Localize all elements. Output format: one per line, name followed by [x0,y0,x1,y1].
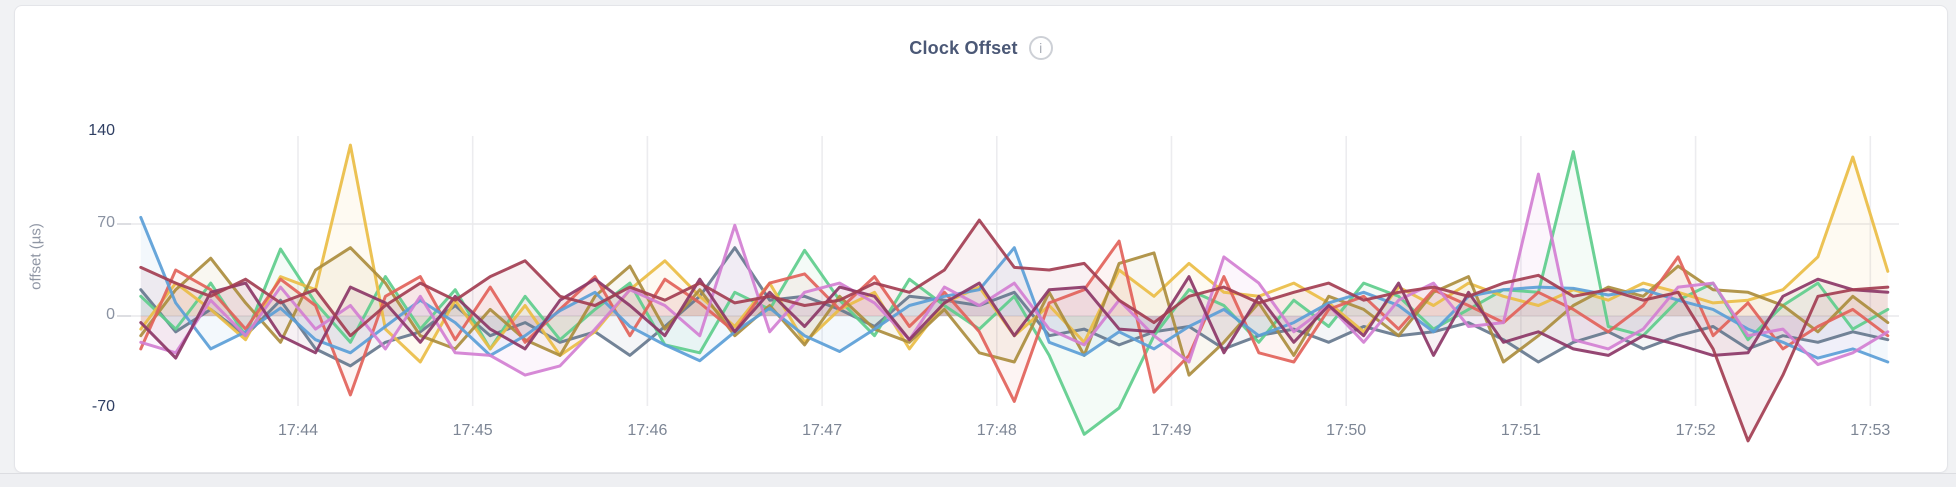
next-card-gap [0,473,1956,487]
series-lines [139,143,1890,443]
series-fill-node-blue [140,217,1888,362]
y-tick-label: -70 [91,398,115,415]
series-line-node-slate [139,246,1890,368]
plot-area[interactable] [15,6,1947,472]
series-fill-node-red [140,241,1888,402]
x-tick-label: 17:46 [627,422,668,439]
gridlines [117,136,1899,406]
series-line-node-maroon [139,218,1890,443]
x-tick-label: 17:50 [1326,422,1367,439]
series-line-node-red [139,239,1890,403]
x-tick-label: 17:49 [1151,422,1192,439]
series-line-node-orchid [139,172,1890,377]
x-tick-label: 17:44 [277,422,319,439]
x-tick-label: 17:45 [452,422,493,439]
info-icon[interactable]: i [1028,36,1053,60]
chart-title: Clock Offset [909,37,1018,58]
y-tick-label: 140 [88,122,115,139]
x-tick-label: 17:52 [1675,422,1716,439]
x-tick-label: 17:48 [976,422,1017,439]
y-tick-label: 70 [97,214,115,231]
chart-card: Clock Offset i offset (µs) 17:44 17:45 17:… [14,5,1948,473]
x-tick-label: 17:53 [1850,422,1891,439]
x-tick-label: 17:47 [802,422,843,439]
series-fill-node-plum [140,276,1888,359]
chart-header: Clock Offset i [15,36,1947,60]
series-line-node-plum [139,275,1890,360]
series-fill-node-gold [140,145,1888,362]
x-tick-label: 17:51 [1500,422,1541,439]
y-tick-label: 0 [106,306,115,323]
